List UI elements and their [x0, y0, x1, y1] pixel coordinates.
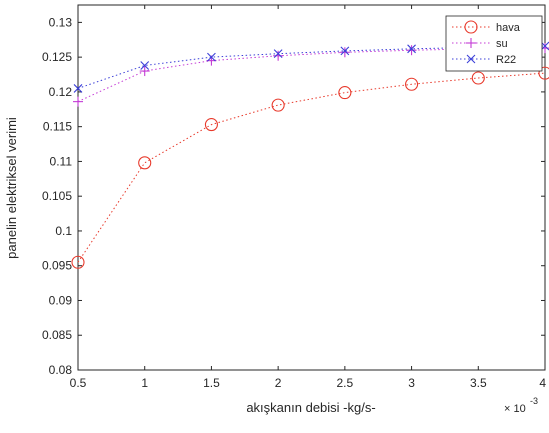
y-tick-label: 0.115 — [43, 120, 72, 134]
data-point-hava — [138, 156, 152, 170]
x-tick-label: 2 — [275, 376, 282, 390]
x-stroke-b — [273, 49, 283, 59]
x-axis-label: akışkanın debisi -kg/s- — [246, 400, 375, 415]
x-stroke-b — [207, 52, 216, 62]
legend-marker-su — [466, 38, 476, 48]
y-axis-label: panelin elektriksel verimi — [4, 117, 19, 259]
x-tick-label: 4 — [539, 376, 546, 390]
y-tick-label: 0.125 — [42, 50, 72, 64]
data-point-su — [273, 50, 284, 61]
y-tick-label: 0.11 — [50, 154, 73, 168]
legend-marker-hava — [464, 20, 478, 34]
y-tick-label: 0.13 — [49, 15, 73, 29]
x-exponent-base: × 10 — [504, 403, 526, 415]
data-point-hava — [271, 98, 285, 112]
data-point-r22 — [207, 52, 216, 62]
x-exponent-power: -3 — [530, 396, 538, 406]
x-tick-label: 0.5 — [70, 376, 87, 390]
data-point-su — [406, 45, 417, 56]
legend-label-r22: R22 — [496, 54, 516, 66]
series-hava — [71, 66, 549, 269]
x-tick-label: 2.5 — [337, 376, 354, 390]
y-tick-label: 0.08 — [49, 363, 73, 377]
data-point-hava — [338, 86, 352, 100]
data-point-r22 — [140, 61, 150, 70]
x-stroke-b — [466, 54, 476, 64]
x-stroke-b — [140, 61, 150, 70]
data-point-hava — [471, 71, 485, 85]
x-tick-label: 3 — [408, 376, 415, 390]
y-tick-label: 0.1 — [55, 224, 72, 238]
data-point-su — [73, 96, 83, 107]
y-tick-label: 0.095 — [42, 259, 72, 273]
x-exponent: × 10 -3 — [504, 396, 538, 415]
y-tick-label: 0.09 — [49, 293, 73, 307]
data-point-hava — [538, 66, 549, 80]
x-tick-label: 1.5 — [203, 376, 220, 390]
data-point-hava — [71, 255, 85, 269]
legend-marker-r22 — [466, 54, 476, 64]
legend-label-su: su — [496, 38, 508, 50]
legend-label-hava: hava — [496, 22, 521, 34]
legend-entry-su: su — [452, 38, 508, 50]
data-point-r22 — [273, 49, 283, 59]
legend-box — [445, 15, 543, 72]
data-point-su — [339, 47, 350, 58]
data-point-r22 — [407, 44, 416, 54]
x-stroke-b — [340, 46, 350, 56]
legend-entry-r22: R22 — [452, 54, 516, 66]
x-tick-label: 1 — [141, 376, 148, 390]
series-line-hava — [77, 72, 546, 263]
legend: hava su R22 — [445, 15, 543, 72]
y-tick-label: 0.12 — [49, 85, 73, 99]
data-point-su — [139, 66, 150, 77]
data-point-hava — [405, 77, 419, 91]
x-tick-label: 3.5 — [470, 376, 487, 390]
legend-entries: hava su R22 — [452, 20, 521, 66]
data-point-hava — [204, 118, 218, 132]
x-axis-ticks: 0.5 1 1.5 2 2.5 3 3.5 4 — [70, 5, 546, 390]
y-tick-label: 0.085 — [42, 328, 72, 342]
data-point-r22 — [340, 46, 350, 56]
legend-entry-hava: hava — [452, 20, 521, 34]
x-stroke-b — [407, 44, 416, 54]
y-axis-ticks: 0.08 0.085 0.09 0.095 0.1 0.105 0.11 0.115 0.12 0… — [42, 15, 545, 377]
x-stroke-b — [73, 84, 83, 93]
y-tick-label: 0.105 — [42, 189, 72, 203]
data-point-r22 — [73, 84, 83, 93]
